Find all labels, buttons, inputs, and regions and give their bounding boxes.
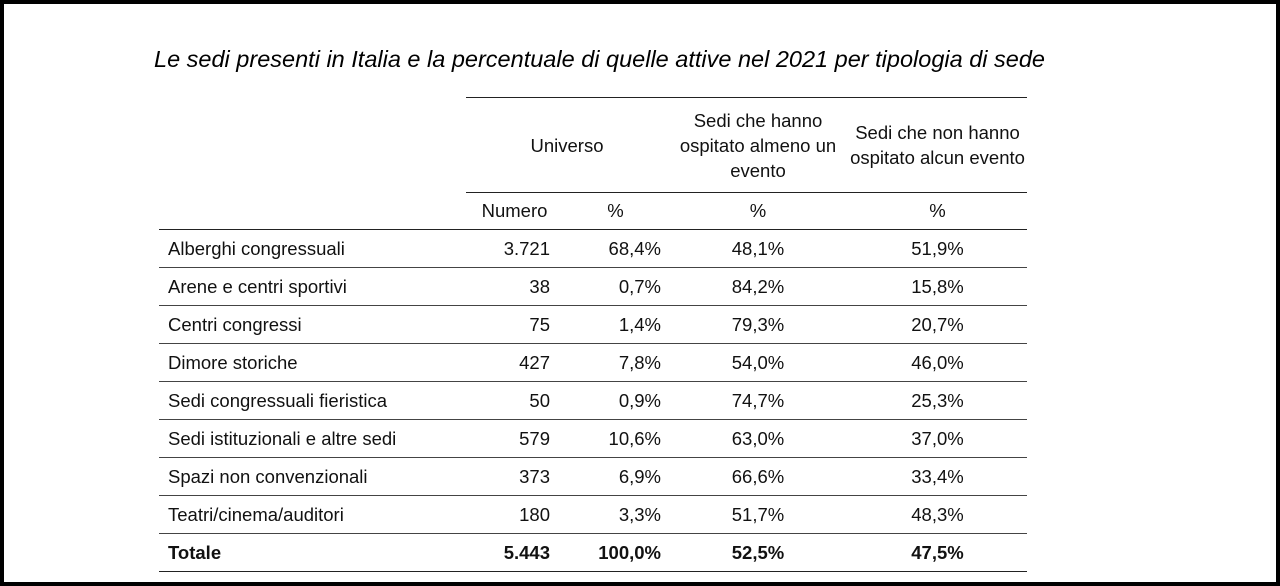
cell-venue-type: Teatri/cinema/auditori — [159, 495, 466, 534]
cell-venue-type: Arene e centri sportivi — [159, 267, 466, 306]
cell-total-pct-active: 52,5% — [668, 533, 848, 572]
total-row: Totale 5.443 100,0% 52,5% 47,5% — [159, 533, 1027, 572]
table-row: Spazi non convenzionali 373 6,9% 66,6% 33,4% — [159, 457, 1027, 496]
cell-venue-type: Sedi istituzionali e altre sedi — [159, 419, 466, 458]
cell-pct-active: 63,0% — [668, 419, 848, 458]
cell-total-numero: 5.443 — [466, 533, 563, 572]
header-blank-cell — [159, 98, 466, 193]
header-pct-active: % — [668, 192, 848, 230]
header-active-venues: Sedi che hanno ospitato almeno un evento — [668, 97, 848, 193]
cell-pct-universo: 68,4% — [563, 229, 668, 268]
header-universo: Universo — [466, 97, 668, 193]
cell-venue-type: Spazi non convenzionali — [159, 457, 466, 496]
cell-numero: 180 — [466, 495, 563, 534]
table-row: Alberghi congressuali 3.721 68,4% 48,1% 51,9… — [159, 229, 1027, 268]
data-table: Universo Sedi che hanno ospitato almeno … — [159, 97, 1027, 572]
cell-pct-universo: 10,6% — [563, 419, 668, 458]
cell-pct-universo: 0,7% — [563, 267, 668, 306]
table-row: Dimore storiche 427 7,8% 54,0% 46,0% — [159, 343, 1027, 382]
cell-total-label: Totale — [159, 533, 466, 572]
cell-pct-active: 54,0% — [668, 343, 848, 382]
header-pct-universo: % — [563, 192, 668, 230]
cell-total-pct-inactive: 47,5% — [848, 533, 1027, 572]
header-row-units: Numero % % % — [159, 192, 1027, 230]
cell-venue-type: Sedi congressuali fieristica — [159, 381, 466, 420]
cell-pct-inactive: 25,3% — [848, 381, 1027, 420]
cell-numero: 373 — [466, 457, 563, 496]
cell-pct-active: 84,2% — [668, 267, 848, 306]
cell-pct-active: 48,1% — [668, 229, 848, 268]
header-pct-inactive: % — [848, 192, 1027, 230]
cell-numero: 579 — [466, 419, 563, 458]
header-numero: Numero — [466, 192, 563, 230]
table-row: Sedi istituzionali e altre sedi 579 10,6% 6… — [159, 419, 1027, 458]
cell-pct-inactive: 48,3% — [848, 495, 1027, 534]
cell-pct-active: 66,6% — [668, 457, 848, 496]
cell-numero: 3.721 — [466, 229, 563, 268]
table-row: Arene e centri sportivi 38 0,7% 84,2% 15,8% — [159, 267, 1027, 306]
cell-pct-active: 74,7% — [668, 381, 848, 420]
cell-numero: 75 — [466, 305, 563, 344]
cell-pct-universo: 7,8% — [563, 343, 668, 382]
table-row: Sedi congressuali fieristica 50 0,9% 74,7% 2… — [159, 381, 1027, 420]
cell-pct-inactive: 37,0% — [848, 419, 1027, 458]
cell-numero: 38 — [466, 267, 563, 306]
header-blank-cell — [159, 192, 466, 230]
cell-pct-active: 79,3% — [668, 305, 848, 344]
cell-pct-universo: 0,9% — [563, 381, 668, 420]
cell-numero: 50 — [466, 381, 563, 420]
table-body: Alberghi congressuali 3.721 68,4% 48,1% 51,9… — [159, 229, 1027, 572]
cell-venue-type: Centri congressi — [159, 305, 466, 344]
cell-pct-universo: 1,4% — [563, 305, 668, 344]
cell-pct-inactive: 15,8% — [848, 267, 1027, 306]
cell-pct-active: 51,7% — [668, 495, 848, 534]
table-title: Le sedi presenti in Italia e la percentu… — [154, 46, 1045, 72]
cell-pct-inactive: 20,7% — [848, 305, 1027, 344]
cell-pct-universo: 3,3% — [563, 495, 668, 534]
cell-pct-inactive: 51,9% — [848, 229, 1027, 268]
table-row: Teatri/cinema/auditori 180 3,3% 51,7% 48,3% — [159, 495, 1027, 534]
cell-venue-type: Dimore storiche — [159, 343, 466, 382]
cell-pct-inactive: 46,0% — [848, 343, 1027, 382]
table-row: Centri congressi 75 1,4% 79,3% 20,7% — [159, 305, 1027, 344]
cell-pct-universo: 6,9% — [563, 457, 668, 496]
cell-numero: 427 — [466, 343, 563, 382]
cell-venue-type: Alberghi congressuali — [159, 229, 466, 268]
cell-total-pct-universo: 100,0% — [563, 533, 668, 572]
header-row-groups: Universo Sedi che hanno ospitato almeno … — [159, 97, 1027, 193]
cell-pct-inactive: 33,4% — [848, 457, 1027, 496]
header-inactive-venues: Sedi che non hanno ospitato alcun evento — [848, 97, 1027, 193]
